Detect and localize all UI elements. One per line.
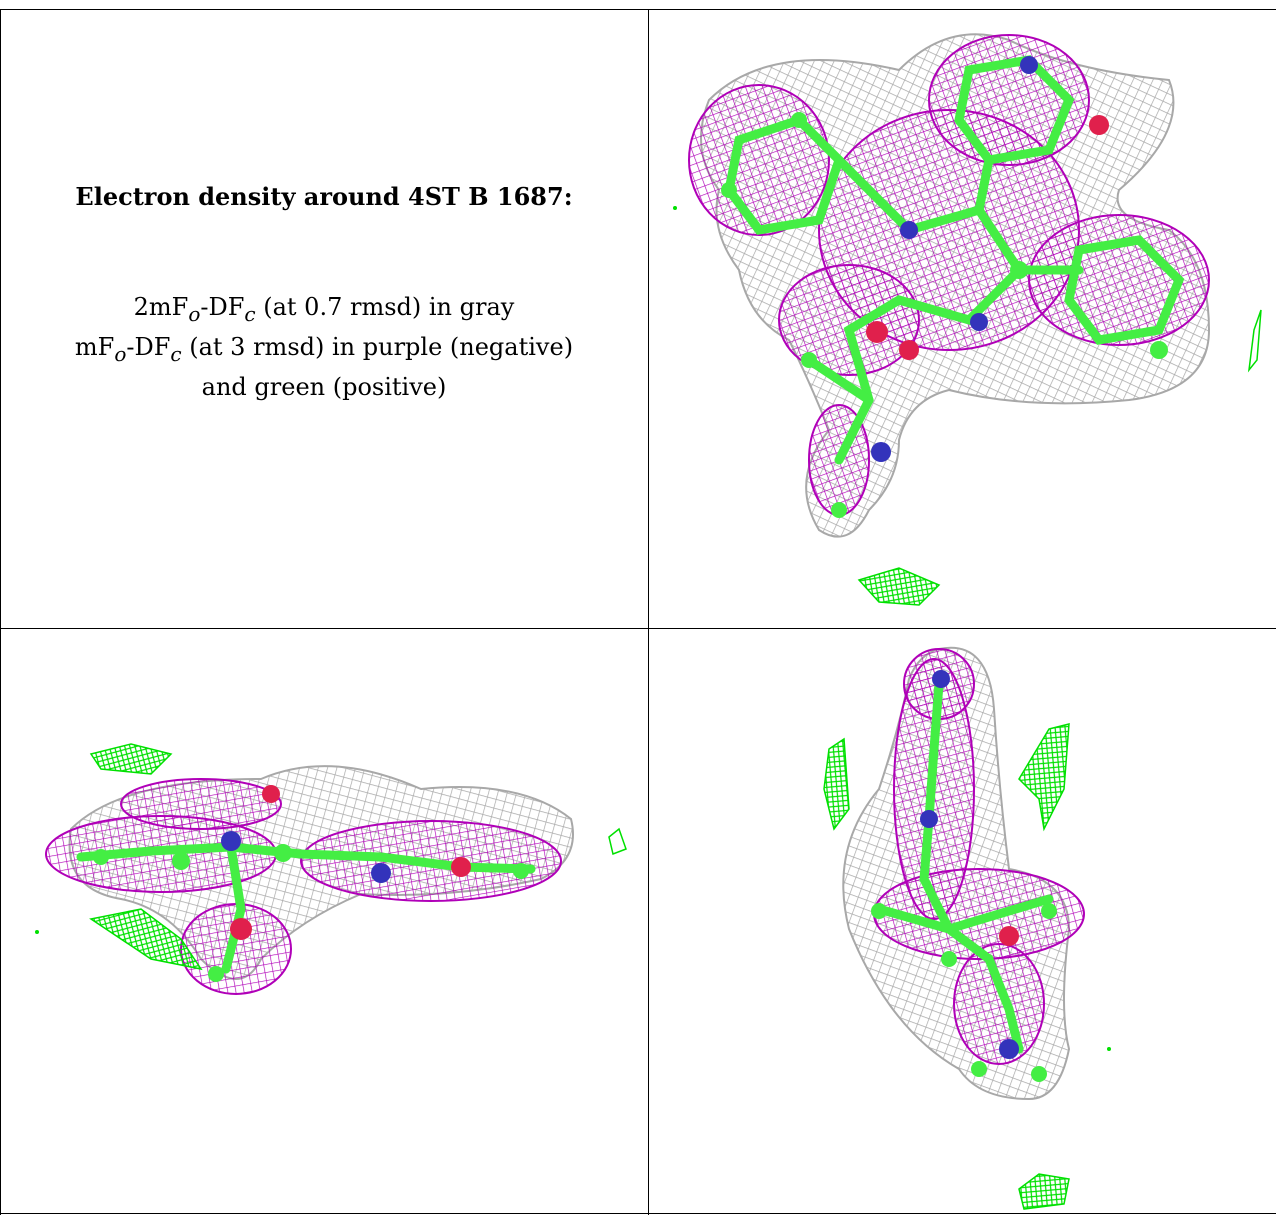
caption-cell: Electron density around 4ST B 1687: 2mFo… (0, 10, 648, 628)
caption-subscript: c (170, 341, 182, 366)
green-density-mesh (673, 206, 1262, 606)
caption-text: mF (74, 332, 115, 361)
density-view-bottom-left (1, 629, 648, 1213)
ligand-atoms (871, 670, 1057, 1082)
caption-line-fofc: mFo-DFc (at 3 rmsd) in purple (negative) (0, 331, 648, 371)
ligand-atoms (93, 785, 529, 982)
caption-text: (at 3 rmsd) in purple (negative) (181, 332, 574, 361)
density-render-bottom-right (823, 646, 1111, 1210)
top-border (0, 9, 1276, 10)
density-view-bottom-right (649, 629, 1276, 1213)
caption-subscript: o (188, 301, 201, 326)
caption-text: (at 0.7 rmsd) in gray (255, 293, 515, 321)
caption-subscript: o (114, 341, 127, 366)
caption-line-2fofc: 2mFo-DFc (at 0.7 rmsd) in gray (0, 291, 648, 331)
green-density-mesh (35, 743, 627, 971)
middle-border (0, 628, 1276, 629)
ligand-bonds (874, 679, 1054, 1054)
caption-line-positive: and green (positive) (201, 372, 447, 401)
ligand-atoms (721, 56, 1168, 518)
caption-text: -DF (200, 293, 245, 321)
caption-title: Electron density around 4ST B 1687: (75, 182, 573, 211)
caption-text: 2mF (133, 293, 189, 321)
green-density-mesh (823, 723, 1111, 1210)
bottom-border (0, 1213, 1276, 1214)
density-render-top-right (673, 33, 1262, 606)
density-view-top-right (649, 10, 1276, 628)
left-border (0, 9, 1, 1215)
density-render-bottom-left (35, 743, 627, 995)
caption-text: -DF (126, 332, 171, 361)
center-border (648, 9, 649, 1215)
caption-subscript: c (244, 301, 256, 326)
caption-body: 2mFo-DFc (at 0.7 rmsd) in gray mFo-DFc (… (0, 291, 648, 404)
